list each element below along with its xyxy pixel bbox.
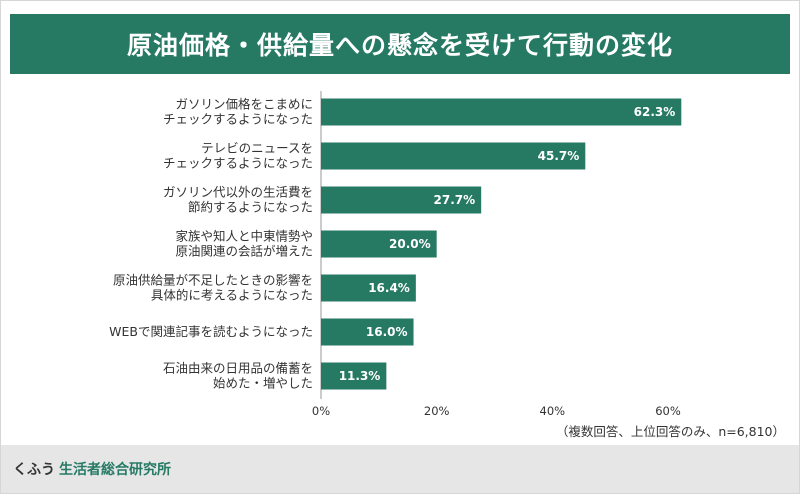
x-tick-label: 40% <box>540 404 566 418</box>
x-tick-label: 0% <box>312 404 330 418</box>
bar <box>321 362 387 390</box>
bar-value-label: 11.3% <box>339 369 381 383</box>
bar <box>321 142 586 170</box>
category-label: 原油供給量が不足したときの影響を <box>113 273 313 288</box>
brand-prefix: くふう <box>13 462 55 478</box>
category-label: ガソリン代以外の生活費を <box>163 185 313 200</box>
chart-title: 原油価格・供給量への懸念を受けて行動の変化 <box>10 14 790 74</box>
category-label: チェックするようになった <box>163 112 313 127</box>
bar-value-label: 20.0% <box>389 237 431 251</box>
category-label: 石油由来の日用品の備蓄を <box>163 361 313 376</box>
x-tick-label: 60% <box>655 404 681 418</box>
survey-note: （複数回答、上位回答のみ、n=6,810） <box>555 424 785 439</box>
category-label: 家族や知人と中東情勢や <box>175 229 313 244</box>
category-label: 節約するようになった <box>188 200 313 215</box>
category-label: ガソリン価格をこまめに <box>175 97 313 112</box>
category-label: チェックするようになった <box>163 156 313 171</box>
bar <box>321 98 682 126</box>
footer-bar: くふう 生活者総合研究所 <box>1 445 799 493</box>
x-tick-label: 20% <box>424 404 450 418</box>
bar-value-label: 27.7% <box>434 193 476 207</box>
bar-value-label: 62.3% <box>634 105 676 119</box>
bar <box>321 186 482 214</box>
bar-value-label: 16.0% <box>366 325 408 339</box>
bar-chart: 62.3%ガソリン価格をこまめにチェックするようになった45.7%テレビのニュー… <box>109 91 682 418</box>
bar <box>321 318 414 346</box>
category-label: 始めた・増やした <box>213 376 313 391</box>
category-label: 具体的に考えるようになった <box>151 288 313 303</box>
category-label: WEBで関連記事を読むようになった <box>109 324 313 339</box>
category-label: テレビのニュースを <box>201 141 313 156</box>
bar-value-label: 16.4% <box>368 281 410 295</box>
bar-value-label: 45.7% <box>538 149 580 163</box>
category-label: 原油関連の会話が増えた <box>175 244 313 259</box>
brand-name: 生活者総合研究所 <box>59 462 171 478</box>
bar <box>321 230 437 258</box>
bar <box>321 274 416 302</box>
